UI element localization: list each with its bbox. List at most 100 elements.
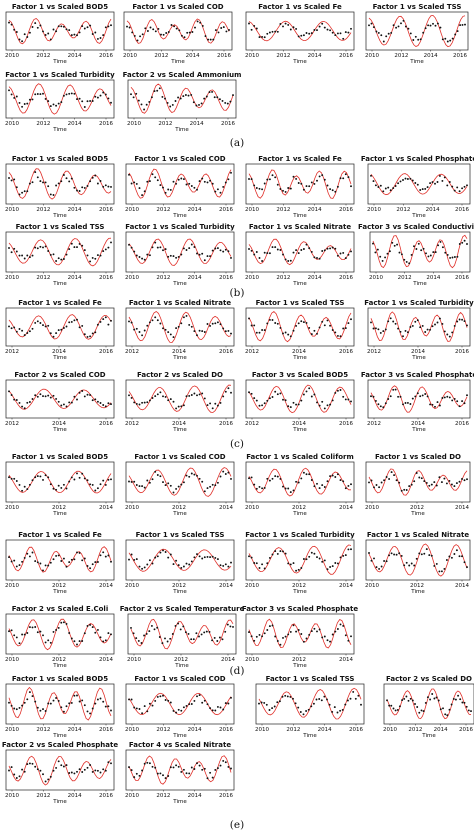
observed-point (141, 567, 144, 570)
observed-point (157, 27, 160, 30)
observed-point (211, 407, 214, 410)
x-tick-label: 2014 (308, 207, 322, 213)
x-tick-label: 2010 (5, 657, 19, 663)
observed-point (219, 706, 222, 709)
observed-point (403, 697, 406, 700)
x-tick-label: 2016 (99, 53, 113, 59)
observed-point (395, 26, 398, 29)
observed-point (377, 186, 380, 188)
observed-point (250, 28, 253, 31)
observed-point (26, 401, 29, 404)
observed-point (169, 188, 172, 191)
observed-point (250, 556, 253, 559)
observed-point (68, 180, 71, 183)
observed-point (388, 554, 391, 557)
observed-point (455, 482, 458, 485)
observed-point (185, 772, 188, 775)
observed-point (135, 402, 138, 405)
observed-point (15, 480, 18, 482)
panel-title: Factor 1 vs Scaled Turbidity (364, 299, 474, 307)
x-axis-label: Time (52, 799, 67, 805)
observed-point (370, 174, 372, 177)
observed-point (389, 317, 392, 320)
x-tick-label: 2014 (52, 349, 66, 355)
observed-point (143, 329, 146, 332)
observed-point (382, 40, 385, 43)
observed-point (300, 633, 303, 635)
x-tick-label: 2012 (5, 349, 19, 355)
observed-point (18, 254, 21, 257)
observed-point (8, 769, 10, 772)
observed-point (230, 332, 232, 335)
observed-point (18, 642, 21, 645)
observed-point (36, 475, 39, 478)
model-curve (368, 14, 466, 48)
observed-point (222, 395, 225, 398)
observed-point (344, 634, 347, 637)
observed-point (91, 399, 94, 402)
observed-point (268, 318, 271, 321)
observed-point (441, 246, 444, 249)
x-tick-label: 2016 (99, 275, 113, 281)
observed-point (370, 395, 372, 398)
x-axis-label: Time (52, 127, 67, 133)
observed-point (408, 485, 411, 488)
observed-point (49, 483, 52, 486)
observed-point (216, 404, 219, 407)
observed-point (102, 34, 105, 37)
observed-point (52, 394, 55, 397)
observed-point (156, 626, 159, 629)
observed-point (227, 471, 230, 474)
observed-point (206, 703, 209, 706)
x-tick-label: 2016 (219, 275, 233, 281)
observed-point (436, 401, 439, 404)
observed-point (151, 173, 154, 176)
observed-point (39, 709, 42, 712)
observed-point (397, 25, 400, 28)
observed-point (347, 176, 350, 179)
observed-point (403, 564, 406, 567)
observed-point (76, 398, 78, 401)
observed-point (258, 257, 261, 259)
observed-point (141, 33, 144, 36)
observed-point (318, 557, 321, 560)
x-axis-label: Time (411, 213, 426, 219)
observed-point (78, 700, 81, 703)
model-curve (128, 692, 232, 716)
observed-point (133, 250, 136, 253)
panel-title: Factor 2 vs Scaled Ammonium (123, 71, 242, 79)
observed-point (146, 324, 149, 327)
model-curve (128, 384, 232, 413)
observed-point (429, 182, 432, 185)
observed-point (21, 633, 24, 636)
observed-point (146, 253, 149, 256)
plot-frame (125, 163, 235, 205)
observed-point (222, 327, 225, 330)
observed-point (347, 253, 350, 256)
observed-point (34, 560, 37, 563)
observed-point (216, 558, 219, 561)
observed-point (135, 637, 138, 640)
x-axis-label: Time (52, 427, 67, 433)
observed-point (65, 487, 68, 490)
observed-point (89, 483, 92, 486)
observed-point (143, 258, 146, 261)
panel-title: Factor 3 vs Scaled BOD5 (252, 371, 348, 379)
observed-point (177, 765, 180, 768)
observed-point (443, 330, 446, 333)
observed-point (266, 629, 269, 631)
x-tick-label: 2012 (36, 207, 50, 213)
observed-point (151, 319, 154, 322)
observed-point (380, 481, 383, 484)
observed-point (49, 332, 52, 335)
plot-frame (245, 231, 355, 273)
observed-point (456, 186, 459, 189)
observed-point (135, 92, 138, 95)
observed-point (385, 476, 388, 478)
observed-point (255, 399, 258, 402)
observed-point (439, 240, 442, 243)
observed-point (248, 317, 250, 320)
observed-point (287, 260, 290, 262)
